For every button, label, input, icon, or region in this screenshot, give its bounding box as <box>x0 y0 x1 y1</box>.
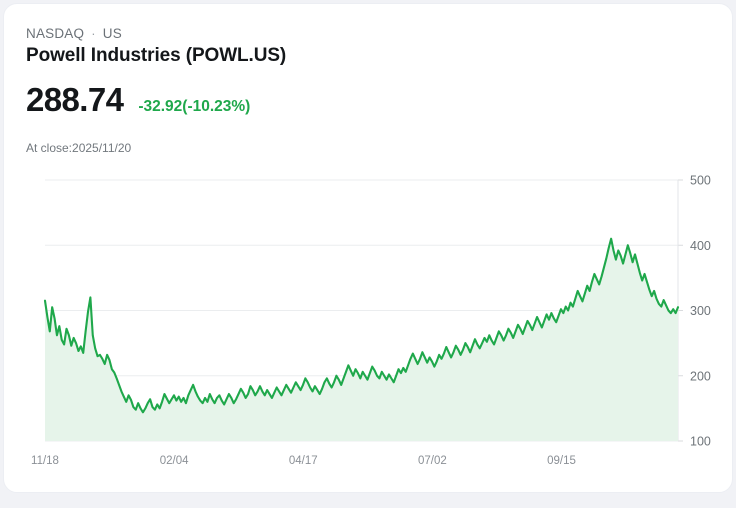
stock-quote-card: NASDAQ · US Powell Industries (POWL.US) … <box>3 3 733 493</box>
x-axis-tick-label: 02/04 <box>160 455 189 467</box>
x-axis-labels: 11/18 02/04 04/17 07/02 09/15 <box>31 455 576 467</box>
exchange-region-row: NASDAQ · US <box>26 26 122 41</box>
current-price: 288.74 <box>26 81 124 118</box>
x-axis-tick-label: 04/17 <box>289 455 318 467</box>
separator-dot-icon: · <box>91 26 96 41</box>
region-label: US <box>102 26 122 41</box>
price-line <box>43 237 680 414</box>
y-axis-tick-label: 100 <box>690 435 711 449</box>
price-area-fill <box>45 238 678 441</box>
price-chart[interactable]: 500 400 300 200 100 11/18 02/04 04/17 07/02 09/1… <box>4 164 732 484</box>
quote-price-row: 288.74 -32.92(-10.23%) <box>26 83 250 116</box>
price-chart-svg: 500 400 300 200 100 11/18 02/04 04/17 07/02 09/1… <box>31 174 711 468</box>
x-axis-tick-label: 09/15 <box>547 455 576 467</box>
y-axis-labels: 500 400 300 200 100 <box>690 174 711 449</box>
x-axis-tick-label: 11/18 <box>31 455 59 467</box>
exchange-label: NASDAQ <box>26 26 85 41</box>
page-title: Powell Industries (POWL.US) <box>26 45 287 66</box>
y-axis-tick-label: 300 <box>690 304 711 318</box>
y-axis-tick-marks <box>678 179 683 442</box>
market-status-note: At close:2025/11/20 <box>26 141 132 155</box>
y-axis-tick-label: 400 <box>690 239 711 253</box>
x-axis-tick-label: 07/02 <box>418 455 447 467</box>
y-axis-tick-label: 200 <box>690 369 711 383</box>
price-change: -32.92(-10.23%) <box>138 98 251 115</box>
y-axis-tick-label: 500 <box>690 174 711 188</box>
